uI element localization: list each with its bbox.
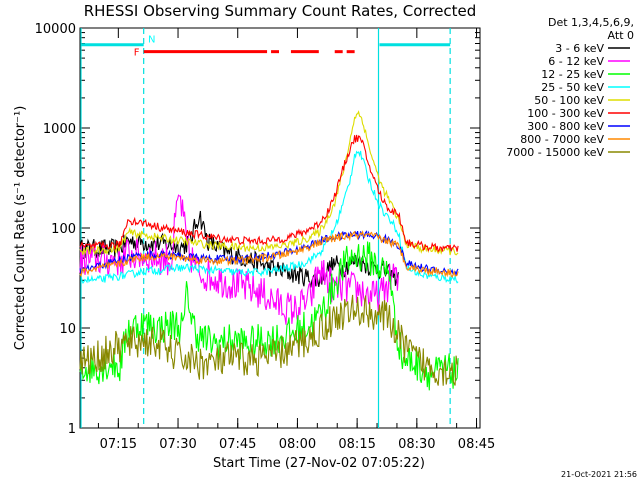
flag-bars: FN bbox=[81, 35, 451, 59]
legend-entry-label: 300 - 800 keV bbox=[527, 120, 604, 133]
x-axis-label: Start Time (27-Nov-02 07:05:22) bbox=[213, 456, 425, 471]
series-line-7 bbox=[79, 230, 459, 278]
x-tick-label: 07:30 bbox=[159, 437, 196, 452]
legend-entry-label: 6 - 12 keV bbox=[548, 55, 604, 68]
series-line-2 bbox=[79, 241, 459, 391]
legend-header-line2: Att 0 bbox=[608, 29, 634, 42]
y-tick-label: 1 bbox=[68, 422, 76, 437]
x-tick-label: 08:30 bbox=[398, 437, 435, 452]
timestamp: 21-Oct-2021 21:56 bbox=[561, 470, 637, 479]
axis-ticks: 1 10 100 1000 10000 07:15 07:30 07:45 08:00 08:15… bbox=[35, 22, 496, 452]
series-line-4 bbox=[79, 110, 459, 256]
x-tick-label: 08:00 bbox=[279, 437, 316, 452]
legend-entry-label: 25 - 50 keV bbox=[541, 81, 604, 94]
series-lines bbox=[79, 110, 459, 391]
series-line-3 bbox=[79, 150, 459, 284]
flare-flag-label: F bbox=[134, 48, 140, 59]
legend-entry-label: 800 - 7000 keV bbox=[520, 133, 604, 146]
y-tick-label: 1000 bbox=[43, 122, 76, 137]
y-tick-label: 100 bbox=[51, 222, 76, 237]
legend-entry-label: 50 - 100 keV bbox=[534, 94, 604, 107]
x-tick-label: 07:45 bbox=[219, 437, 256, 452]
legend-header-line1: Det 1,3,4,5,6,9, bbox=[548, 16, 634, 29]
y-tick-label: 10 bbox=[59, 322, 76, 337]
legend-entry-label: 100 - 300 keV bbox=[527, 107, 604, 120]
series-line-5 bbox=[79, 134, 459, 253]
night-flag-label: N bbox=[148, 35, 155, 46]
chart-title: RHESSI Observing Summary Count Rates, Co… bbox=[84, 2, 477, 20]
legend-entry-label: 3 - 6 keV bbox=[555, 42, 604, 55]
y-tick-label: 10000 bbox=[35, 22, 76, 37]
y-axis-label: Corrected Count Rate (s⁻¹ detector⁻¹) bbox=[13, 106, 28, 351]
series-line-8 bbox=[79, 294, 459, 386]
legend-entry-label: 12 - 25 keV bbox=[541, 68, 604, 81]
x-tick-label: 08:15 bbox=[338, 437, 375, 452]
legend-entry-label: 7000 - 15000 keV bbox=[506, 146, 604, 159]
x-tick-label: 07:15 bbox=[100, 437, 137, 452]
x-tick-label: 08:45 bbox=[458, 437, 495, 452]
